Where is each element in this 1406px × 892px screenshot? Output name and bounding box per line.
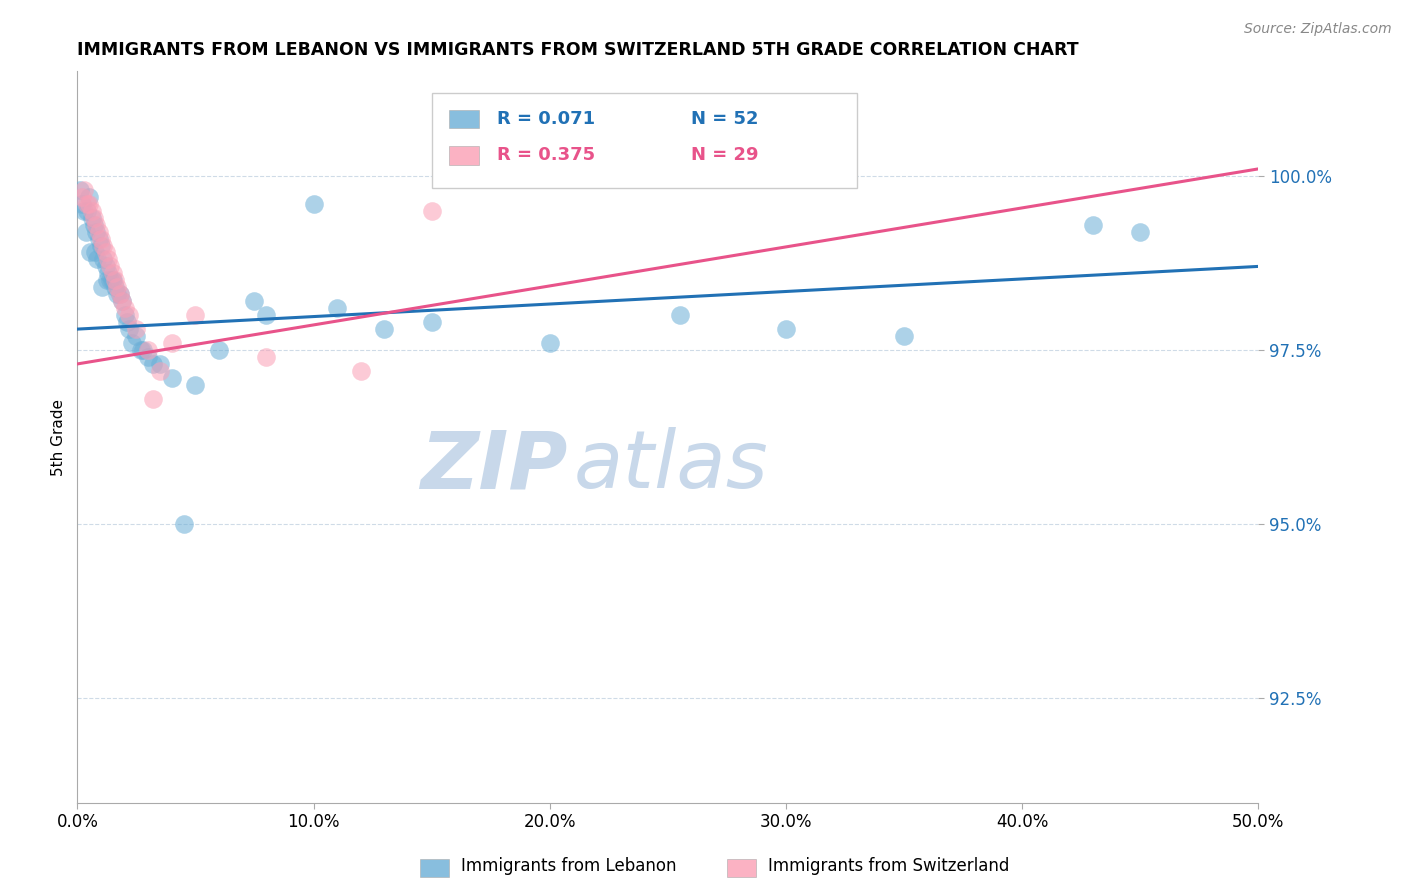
Point xyxy=(83,211,105,225)
Point xyxy=(114,301,136,316)
Point xyxy=(73,183,96,197)
Y-axis label: 5th Grade: 5th Grade xyxy=(51,399,66,475)
Point xyxy=(77,190,100,204)
Point xyxy=(107,287,129,301)
Text: Immigrants from Lebanon: Immigrants from Lebanon xyxy=(461,857,676,875)
Point xyxy=(107,280,129,294)
Point xyxy=(76,196,98,211)
Point xyxy=(75,225,97,239)
Point xyxy=(132,343,155,357)
Point xyxy=(302,196,325,211)
Point xyxy=(83,218,105,232)
Point xyxy=(136,343,159,357)
Point xyxy=(87,225,110,239)
Point xyxy=(80,203,103,218)
Point xyxy=(90,238,112,252)
Text: N = 52: N = 52 xyxy=(692,110,759,128)
Point xyxy=(101,273,124,287)
Point xyxy=(84,218,107,232)
Point xyxy=(100,273,122,287)
Point xyxy=(97,266,120,280)
Text: N = 29: N = 29 xyxy=(692,146,759,164)
Point xyxy=(111,294,134,309)
Point xyxy=(91,252,114,267)
Point xyxy=(142,392,165,406)
Bar xyxy=(420,859,450,878)
Point xyxy=(108,287,131,301)
Point xyxy=(104,273,127,287)
Point xyxy=(108,287,131,301)
Bar xyxy=(727,859,756,878)
Point xyxy=(136,350,159,364)
Text: atlas: atlas xyxy=(574,427,768,506)
Point xyxy=(538,336,561,351)
Bar xyxy=(450,110,479,128)
Point xyxy=(160,336,183,351)
FancyBboxPatch shape xyxy=(432,94,856,188)
Text: Immigrants from Switzerland: Immigrants from Switzerland xyxy=(768,857,1010,875)
Point xyxy=(91,238,114,252)
Point xyxy=(125,329,148,343)
Point xyxy=(184,308,207,322)
Point xyxy=(184,377,207,392)
Point xyxy=(101,266,124,280)
Point xyxy=(79,245,101,260)
Point xyxy=(97,252,120,267)
Text: R = 0.071: R = 0.071 xyxy=(496,110,595,128)
Point xyxy=(893,329,915,343)
Point xyxy=(84,245,107,260)
Point xyxy=(111,294,134,309)
Bar xyxy=(450,146,479,165)
Point xyxy=(114,308,136,322)
Point xyxy=(160,371,183,385)
Point xyxy=(100,273,122,287)
Point xyxy=(350,364,373,378)
Point xyxy=(90,231,112,245)
Point xyxy=(94,260,117,274)
Point xyxy=(100,260,122,274)
Point xyxy=(1129,225,1152,239)
Point xyxy=(149,357,172,371)
Point xyxy=(1081,218,1104,232)
Text: R = 0.375: R = 0.375 xyxy=(496,146,595,164)
Point xyxy=(142,357,165,371)
Point xyxy=(373,322,395,336)
Point xyxy=(76,203,98,218)
Point xyxy=(84,225,107,239)
Point xyxy=(775,322,797,336)
Point xyxy=(96,273,118,287)
Text: ZIP: ZIP xyxy=(420,427,568,506)
Point xyxy=(70,190,93,204)
Point xyxy=(125,322,148,336)
Point xyxy=(94,245,117,260)
Point xyxy=(668,308,690,322)
Point xyxy=(254,350,277,364)
Point xyxy=(118,308,141,322)
Point xyxy=(70,196,93,211)
Point xyxy=(149,364,172,378)
Point xyxy=(129,343,152,357)
Text: IMMIGRANTS FROM LEBANON VS IMMIGRANTS FROM SWITZERLAND 5TH GRADE CORRELATION CHA: IMMIGRANTS FROM LEBANON VS IMMIGRANTS FR… xyxy=(77,41,1078,59)
Point xyxy=(91,280,114,294)
Point xyxy=(69,183,91,197)
Text: Source: ZipAtlas.com: Source: ZipAtlas.com xyxy=(1244,22,1392,37)
Point xyxy=(326,301,349,316)
Point xyxy=(420,203,443,218)
Point xyxy=(420,315,443,329)
Point xyxy=(243,294,266,309)
Point xyxy=(121,336,143,351)
Point xyxy=(77,196,100,211)
Point xyxy=(80,211,103,225)
Point xyxy=(115,315,138,329)
Point xyxy=(118,322,141,336)
Point xyxy=(173,517,195,532)
Point xyxy=(87,231,110,245)
Point xyxy=(73,203,96,218)
Point xyxy=(254,308,277,322)
Point xyxy=(208,343,231,357)
Point xyxy=(86,252,108,267)
Point xyxy=(104,280,127,294)
